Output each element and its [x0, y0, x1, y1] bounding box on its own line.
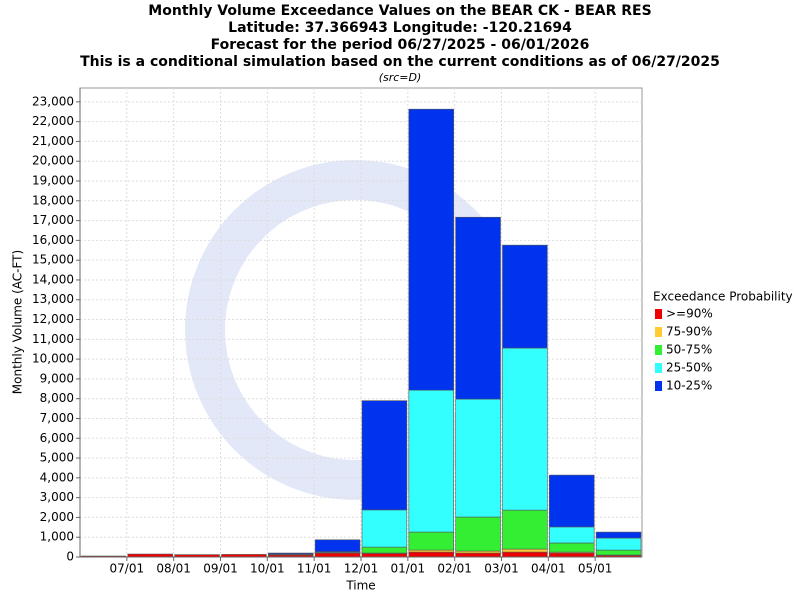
legend-label: 10-25%: [666, 379, 712, 393]
legend-swatch: [655, 381, 662, 391]
bar-segment: [502, 509, 548, 550]
x-tick-label: 01/01: [391, 562, 426, 576]
y-tick-label: 3,000: [40, 490, 74, 504]
legend-title: Exceedance Probability: [653, 290, 793, 304]
bar-segment: [502, 551, 548, 558]
bar-segment: [549, 552, 595, 558]
x-tick-label: 08/01: [156, 562, 191, 576]
bar-segment: [455, 216, 501, 400]
legend-label: 50-75%: [666, 343, 712, 357]
x-tick-label: 02/01: [437, 562, 472, 576]
bar-segment: [408, 108, 454, 391]
y-tick-label: 5,000: [40, 451, 74, 465]
bar-segment: [408, 389, 454, 533]
bar-segment: [455, 516, 501, 552]
y-tick-label: 23,000: [32, 94, 74, 108]
bar-segment: [502, 548, 548, 553]
x-tick-label: 04/01: [531, 562, 566, 576]
legend-swatch: [655, 345, 662, 355]
y-tick-label: 20,000: [32, 154, 74, 168]
bar-segment: [595, 531, 642, 539]
y-tick-label: 13,000: [32, 292, 74, 306]
bar-segment: [361, 546, 408, 554]
x-tick-label: 10/01: [250, 562, 285, 576]
bar-segment: [361, 509, 408, 548]
plot-area: [79, 87, 643, 558]
legend-label: >=90%: [666, 307, 713, 321]
bar-segment: [549, 542, 595, 553]
y-tick-label: 8,000: [40, 391, 74, 405]
y-tick-label: 9,000: [40, 371, 74, 385]
y-tick-label: 0: [66, 550, 74, 564]
y-tick-label: 11,000: [32, 332, 74, 346]
y-tick-label: 4,000: [40, 470, 74, 484]
y-tick-label: 1,000: [40, 530, 74, 544]
bar-segment: [595, 537, 642, 551]
y-tick-label: 17,000: [32, 213, 74, 227]
bar-segment: [502, 347, 548, 511]
bar-segment: [549, 526, 595, 544]
x-tick-label: 12/01: [344, 562, 379, 576]
legend-label: 25-50%: [666, 361, 712, 375]
y-tick-label: 6,000: [40, 431, 74, 445]
y-tick-label: 7,000: [40, 411, 74, 425]
chart-title: This is a conditional simulation based o…: [80, 54, 720, 70]
bar-segment: [361, 553, 408, 558]
bar-segment: [549, 474, 595, 528]
y-tick-label: 21,000: [32, 134, 74, 148]
chart-subtitle: (src=D): [379, 71, 422, 84]
y-tick-label: 14,000: [32, 272, 74, 286]
x-tick-label: 03/01: [484, 562, 519, 576]
y-tick-label: 15,000: [32, 253, 74, 267]
x-tick-label: 05/01: [578, 562, 613, 576]
y-tick-label: 18,000: [32, 193, 74, 207]
bar-segment: [408, 551, 454, 558]
chart-title: Monthly Volume Exceedance Values on the …: [148, 3, 651, 19]
y-tick-label: 10,000: [32, 352, 74, 366]
legend-label: 75-90%: [666, 325, 712, 339]
y-tick-label: 2,000: [40, 510, 74, 524]
y-tick-label: 16,000: [32, 233, 74, 247]
y-tick-label: 12,000: [32, 312, 74, 326]
legend-swatch: [655, 363, 662, 373]
bar-segment: [314, 539, 361, 552]
bar-segment: [361, 400, 408, 511]
bar-segment: [408, 531, 454, 551]
legend-swatch: [655, 309, 662, 319]
legend-swatch: [655, 327, 662, 337]
bar-segment: [455, 552, 501, 558]
bar-segment: [268, 552, 314, 555]
x-tick-label: 07/01: [110, 562, 145, 576]
x-tick-label: 11/01: [297, 562, 332, 576]
y-tick-label: 19,000: [32, 174, 74, 188]
bar-segment: [455, 398, 501, 518]
x-axis-label: Time: [345, 579, 375, 593]
y-axis-label: Monthly Volume (AC-FT): [11, 250, 25, 394]
bar-segment: [502, 244, 548, 349]
chart-title: Latitude: 37.366943 Longitude: -120.2169…: [228, 20, 572, 36]
bar-segment: [595, 549, 642, 556]
y-tick-label: 22,000: [32, 114, 74, 128]
bar-segment: [314, 552, 361, 558]
x-tick-label: 09/01: [203, 562, 238, 576]
chart-title: Forecast for the period 06/27/2025 - 06/…: [211, 37, 590, 53]
